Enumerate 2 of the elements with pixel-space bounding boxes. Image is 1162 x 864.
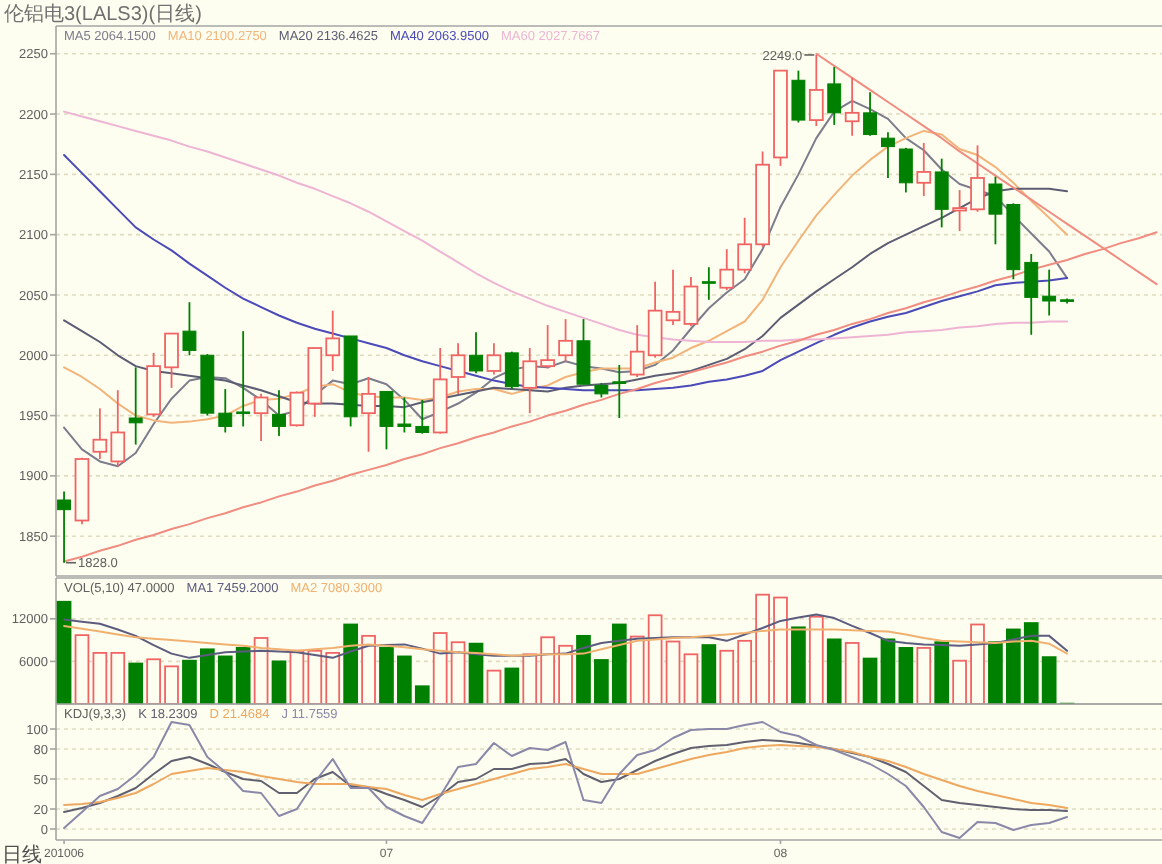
- text: 日线: [2, 843, 42, 864]
- chart-title: 伦铝电3(LALS3)(日线): [4, 2, 202, 26]
